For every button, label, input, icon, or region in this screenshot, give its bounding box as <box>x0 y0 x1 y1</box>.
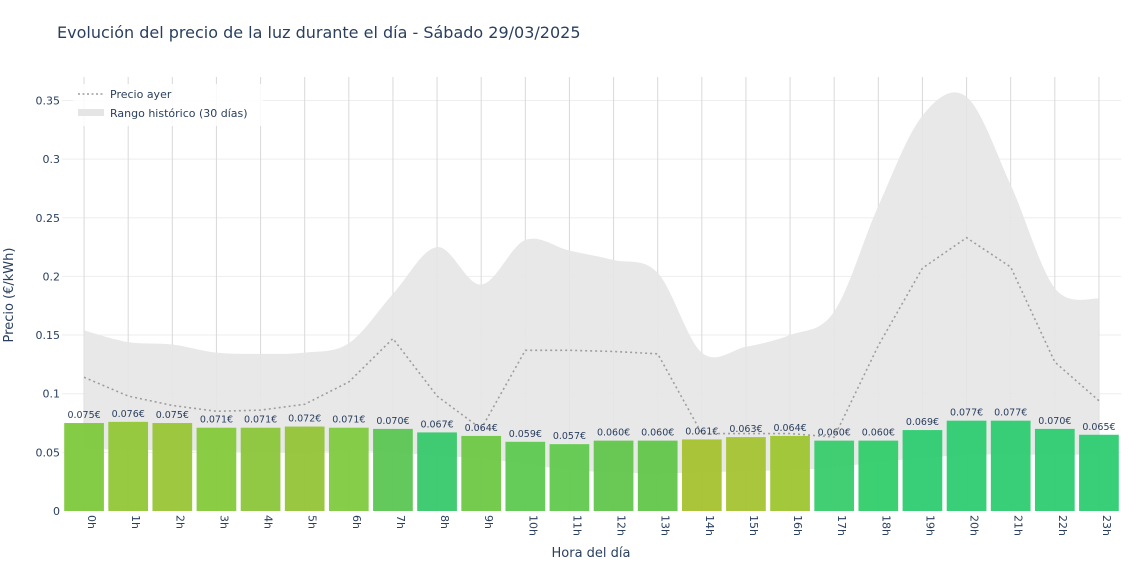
bar-value-label: 0.067€ <box>420 419 453 430</box>
x-tick-label: 18h <box>879 515 892 536</box>
bar-value-label: 0.070€ <box>1038 416 1071 427</box>
bar-value-label: 0.060€ <box>862 428 895 439</box>
x-tick-label: 22h <box>1056 515 1069 536</box>
price-bar <box>1079 434 1119 511</box>
price-bar <box>593 440 634 511</box>
x-tick-label: 3h <box>217 515 230 529</box>
price-bar <box>549 444 590 511</box>
y-tick-label: 0.15 <box>36 329 61 342</box>
bar-value-label: 0.071€ <box>332 415 365 426</box>
price-bar <box>681 439 722 511</box>
x-tick-label: 16h <box>791 515 804 536</box>
price-bar <box>946 420 987 511</box>
price-bar <box>240 427 281 511</box>
bar-value-label: 0.070€ <box>376 416 409 427</box>
chart-title: Evolución del precio de la luz durante e… <box>57 23 581 42</box>
x-tick-label: 5h <box>306 515 319 529</box>
x-tick-label: 17h <box>835 515 848 536</box>
bar-value-label: 0.059€ <box>509 429 542 440</box>
bar-value-labels: 0.075€ 0.076€ 0.075€ 0.071€ 0.071€ 0.072€ 0.07… <box>67 408 1115 442</box>
x-tick-label: 1h <box>129 515 142 529</box>
price-bar <box>814 440 855 511</box>
bar-value-label: 0.076€ <box>112 409 145 420</box>
x-tick-label: 2h <box>173 515 186 529</box>
price-bar <box>417 432 457 511</box>
x-tick-label: 23h <box>1100 515 1113 536</box>
bar-value-label: 0.069€ <box>906 417 939 428</box>
y-tick-label: 0.2 <box>43 270 61 283</box>
legend-band-swatch <box>78 109 104 116</box>
price-bar <box>770 435 810 511</box>
x-tick-label: 11h <box>570 515 583 536</box>
bar-value-label: 0.061€ <box>685 426 718 437</box>
price-bar <box>152 423 193 511</box>
y-tick-label: 0.3 <box>43 153 61 166</box>
y-tick-label: 0.35 <box>36 94 61 107</box>
bar-value-label: 0.075€ <box>67 410 100 421</box>
y-tick-label: 0 <box>53 505 60 518</box>
axes: 0 0.05 0.1 0.15 0.2 0.25 0.3 0.35 0h 1h 2h 3h 4h 5h 6h… <box>36 94 1113 536</box>
x-tick-label: 10h <box>526 515 539 536</box>
bar-value-label: 0.057€ <box>553 431 586 442</box>
legend-entry-range: Rango histórico (30 días) <box>110 107 248 120</box>
yesterday-line <box>83 236 1100 438</box>
price-bar <box>461 435 502 511</box>
x-axis-title: Hora del día <box>552 546 631 561</box>
price-bar <box>284 426 325 511</box>
bar-value-label: 0.077€ <box>950 408 983 419</box>
price-bar <box>328 427 369 511</box>
x-tick-label: 7h <box>394 515 407 529</box>
legend: Precio ayer Rango histórico (30 días) <box>73 84 263 126</box>
x-tick-label: 0h <box>85 515 98 529</box>
price-bar <box>108 421 149 511</box>
bar-value-label: 0.060€ <box>597 428 630 439</box>
bar-value-label: 0.063€ <box>729 424 762 435</box>
x-tick-label: 15h <box>747 515 760 536</box>
price-bar <box>505 441 546 511</box>
legend-entry-yesterday: Precio ayer <box>110 88 172 101</box>
price-bar <box>990 420 1031 511</box>
x-tick-label: 12h <box>615 515 628 536</box>
x-tick-label: 8h <box>438 515 451 529</box>
y-tick-label: 0.1 <box>43 388 61 401</box>
price-bar <box>1034 428 1075 511</box>
x-tick-label: 6h <box>350 515 363 529</box>
y-tick-label: 0.05 <box>36 446 61 459</box>
price-bar <box>373 428 413 511</box>
price-bar <box>64 423 104 511</box>
x-tick-label: 4h <box>262 515 275 529</box>
price-bar <box>196 427 237 511</box>
x-tick-label: 14h <box>703 515 716 536</box>
price-bar <box>637 440 678 511</box>
price-bar <box>902 430 943 511</box>
x-tick-label: 20h <box>968 515 981 536</box>
bar-value-label: 0.064€ <box>773 423 806 434</box>
y-axis-title: Precio (€/kWh) <box>2 248 17 343</box>
x-tick-label: 19h <box>923 515 936 536</box>
yesterday-price-line <box>83 236 1100 438</box>
bar-value-label: 0.060€ <box>641 428 674 439</box>
range-band-area <box>84 92 1099 474</box>
bar-value-label: 0.071€ <box>200 415 233 426</box>
x-tick-label: 9h <box>482 515 495 529</box>
bar-value-label: 0.075€ <box>156 410 189 421</box>
legend-background <box>73 84 263 126</box>
historical-range-band <box>84 92 1099 474</box>
price-bar <box>726 437 766 511</box>
price-bar <box>858 440 899 511</box>
bar-value-label: 0.065€ <box>1082 422 1115 433</box>
bar-value-label: 0.072€ <box>288 414 321 425</box>
bar-value-label: 0.077€ <box>994 408 1027 419</box>
x-tick-label: 21h <box>1012 515 1025 536</box>
bar-value-label: 0.060€ <box>818 428 851 439</box>
bar-value-label: 0.071€ <box>244 415 277 426</box>
x-tick-label: 13h <box>659 515 672 536</box>
bars <box>64 420 1119 511</box>
bar-value-label: 0.064€ <box>465 423 498 434</box>
y-tick-label: 0.25 <box>36 212 61 225</box>
